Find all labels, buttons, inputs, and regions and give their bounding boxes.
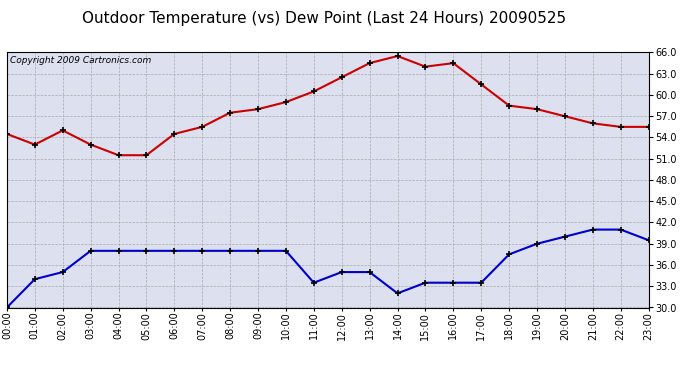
Text: Copyright 2009 Cartronics.com: Copyright 2009 Cartronics.com — [10, 56, 151, 65]
Text: Outdoor Temperature (vs) Dew Point (Last 24 Hours) 20090525: Outdoor Temperature (vs) Dew Point (Last… — [82, 11, 566, 26]
